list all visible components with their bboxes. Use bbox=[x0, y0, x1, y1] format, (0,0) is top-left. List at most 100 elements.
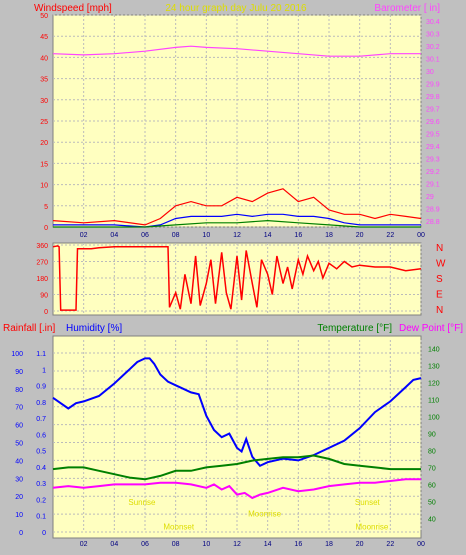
wind-direction-tick-label: 90 bbox=[40, 293, 48, 300]
astro-annotation: Sunset bbox=[355, 498, 381, 507]
wind-direction-line bbox=[52, 245, 422, 311]
barometer-axis-label: Barometer [ in] bbox=[374, 3, 440, 14]
temperature-tick-label: 40 bbox=[428, 516, 436, 523]
windspeed-tick-label: 20 bbox=[40, 140, 48, 147]
temperature-tick-label: 70 bbox=[428, 465, 436, 472]
compass-label: W bbox=[436, 259, 446, 270]
barometer-tick-label: 29.6 bbox=[426, 119, 440, 126]
rainfall-tick-label: 0.2 bbox=[36, 497, 46, 504]
humidity-tick-label: 0 bbox=[19, 530, 23, 537]
panel-1-x-tick-label: 22 bbox=[386, 232, 394, 239]
compass-label: S bbox=[436, 274, 443, 285]
temperature-tick-label: 110 bbox=[428, 397, 439, 404]
panel-1-x-tick-label: 06 bbox=[141, 232, 149, 239]
barometer-tick-label: 29.3 bbox=[426, 156, 440, 163]
barometer-tick-label: 30.1 bbox=[426, 57, 440, 64]
barometer-tick-label: 30.2 bbox=[426, 44, 440, 51]
rainfall-tick-label: 0.9 bbox=[36, 384, 46, 391]
wind-direction-tick-label: 0 bbox=[44, 309, 48, 316]
rainfall-tick-label: 1.1 bbox=[36, 351, 46, 358]
barometer-tick-label: 30 bbox=[426, 69, 434, 76]
barometer-tick-label: 29.5 bbox=[426, 131, 440, 138]
panel-1-series-line bbox=[52, 188, 422, 226]
panel-3-x-tick-label: 18 bbox=[325, 541, 333, 548]
panel-1-x-tick-label: 08 bbox=[172, 232, 180, 239]
panel-1-x-tick-label: 20 bbox=[356, 232, 364, 239]
panel-1-x-tick-label: 18 bbox=[325, 232, 333, 239]
panel-3-x-tick-label: 22 bbox=[386, 541, 394, 548]
panel-1-series bbox=[52, 45, 422, 228]
temperature-tick-label: 50 bbox=[428, 499, 436, 506]
windspeed-axis-label: Windspeed [mph] bbox=[34, 3, 112, 14]
temperature-tick-label: 80 bbox=[428, 448, 436, 455]
panel-3-x-tick-label: 12 bbox=[233, 541, 241, 548]
wind-direction-tick-label: 180 bbox=[36, 276, 48, 283]
panel-1-series-line bbox=[53, 219, 421, 228]
humidity-tick-label: 100 bbox=[11, 351, 23, 358]
windspeed-tick-label: 50 bbox=[40, 13, 48, 20]
humidity-tick-label: 80 bbox=[15, 387, 23, 394]
panel-2-series bbox=[52, 245, 422, 311]
humidity-tick-label: 10 bbox=[15, 512, 23, 519]
panel-3-x-tick-label: 16 bbox=[294, 541, 302, 548]
rainfall-tick-label: 1 bbox=[42, 367, 46, 374]
rainfall-tick-label: 0.4 bbox=[36, 465, 46, 472]
barometer-tick-label: 29.4 bbox=[426, 144, 440, 151]
temperature-tick-label: 130 bbox=[428, 363, 440, 370]
humidity-tick-label: 50 bbox=[15, 441, 23, 448]
temperature-tick-label: 120 bbox=[428, 380, 440, 387]
windspeed-tick-label: 5 bbox=[44, 204, 48, 211]
humidity-tick-label: 40 bbox=[15, 458, 23, 465]
axis-labels: 0510152025303540455028.828.92929.129.229… bbox=[11, 13, 446, 548]
barometer-tick-label: 30.3 bbox=[426, 32, 440, 39]
windspeed-tick-label: 40 bbox=[40, 55, 48, 62]
panel-1-x-tick-label: 12 bbox=[233, 232, 241, 239]
panel-1-x-tick-label: 04 bbox=[110, 232, 118, 239]
panel-3-x-tick-label: 14 bbox=[264, 541, 272, 548]
panel-3-series-line bbox=[52, 454, 421, 481]
astro-annotation: Moonset bbox=[163, 523, 194, 532]
compass-label: E bbox=[436, 290, 443, 301]
windspeed-tick-label: 45 bbox=[40, 34, 48, 41]
chart-title: 24 hour graph day Julu 20 2016 bbox=[165, 3, 307, 14]
wind-direction-tick-label: 270 bbox=[36, 260, 48, 267]
temperature-tick-label: 90 bbox=[428, 431, 436, 438]
panel-3-series-line bbox=[52, 478, 421, 500]
windspeed-tick-label: 10 bbox=[40, 183, 48, 190]
wind-direction-tick-label: 360 bbox=[36, 243, 48, 250]
rainfall-tick-label: 0.8 bbox=[36, 400, 46, 407]
dewpoint-axis-label: Dew Point [°F] bbox=[399, 323, 463, 334]
panel-3-grid bbox=[53, 340, 422, 533]
panel-3-x-tick-label: 20 bbox=[356, 541, 364, 548]
barometer-tick-label: 29.2 bbox=[426, 169, 440, 176]
astro-annotation: Sunrise bbox=[128, 498, 156, 507]
humidity-tick-label: 30 bbox=[15, 476, 23, 483]
humidity-tick-label: 90 bbox=[15, 369, 23, 376]
panel-1-series-line bbox=[52, 45, 421, 57]
panel-3-x-tick-label: 02 bbox=[80, 541, 88, 548]
panel-1-x-tick-label: 02 bbox=[80, 232, 88, 239]
barometer-tick-label: 29 bbox=[426, 194, 434, 201]
rainfall-tick-label: 0.1 bbox=[36, 514, 46, 521]
panel-3-x-tick-label: 00 bbox=[417, 541, 425, 548]
panel-1-x-tick-label: 10 bbox=[202, 232, 210, 239]
panel-1-grid bbox=[53, 14, 422, 228]
rainfall-tick-label: 0.7 bbox=[36, 416, 46, 423]
panel-1-x-tick-label: 14 bbox=[264, 232, 272, 239]
rainfall-axis-label: Rainfall [.in] bbox=[3, 323, 55, 334]
barometer-tick-label: 29.8 bbox=[426, 94, 440, 101]
barometer-tick-label: 29.1 bbox=[426, 181, 440, 188]
astro-annotation: Moonrise bbox=[248, 509, 281, 518]
rainfall-tick-label: 0.6 bbox=[36, 432, 46, 439]
barometer-tick-label: 29.9 bbox=[426, 82, 440, 89]
barometer-tick-label: 28.8 bbox=[426, 219, 440, 226]
panel-3-series-line bbox=[52, 357, 422, 468]
compass-label: N bbox=[436, 243, 443, 254]
temperature-tick-label: 100 bbox=[428, 414, 440, 421]
barometer-tick-label: 29.7 bbox=[426, 107, 440, 114]
windspeed-tick-label: 35 bbox=[40, 77, 48, 84]
rainfall-tick-label: 0.5 bbox=[36, 449, 46, 456]
windspeed-tick-label: 25 bbox=[40, 119, 48, 126]
panel-3-x-tick-label: 06 bbox=[141, 541, 149, 548]
